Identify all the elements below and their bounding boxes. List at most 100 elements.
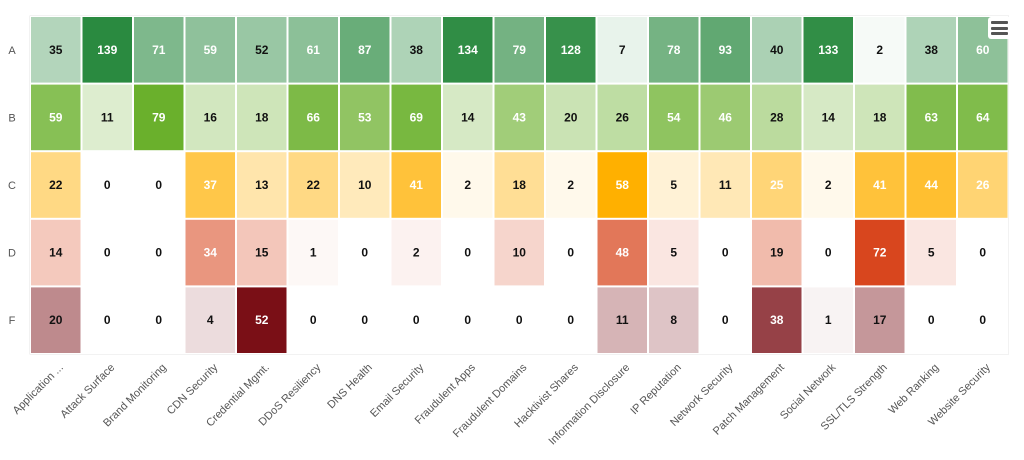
heatmap-cell[interactable] (596, 286, 648, 354)
heatmap-cell[interactable] (751, 151, 803, 219)
heatmap-cell[interactable] (133, 151, 185, 219)
heatmap-cell[interactable] (905, 218, 957, 287)
heatmap-cell[interactable] (905, 151, 957, 219)
heatmap-cell[interactable] (184, 16, 236, 84)
heatmap-cell[interactable] (442, 286, 494, 354)
heatmap-cell[interactable] (596, 83, 648, 152)
heatmap-cell[interactable] (699, 16, 751, 84)
heatmap-cell[interactable] (699, 286, 751, 354)
heatmap-cell[interactable] (390, 151, 442, 219)
heatmap-cell[interactable] (648, 83, 700, 152)
heatmap-cell[interactable] (802, 16, 854, 84)
heatmap-cell[interactable] (30, 286, 82, 354)
heatmap-cell[interactable] (751, 16, 803, 84)
heatmap-cell[interactable] (905, 286, 957, 354)
heatmap-cell[interactable] (802, 218, 854, 287)
heatmap-cell[interactable] (545, 286, 597, 354)
heatmap-cell[interactable] (133, 286, 185, 354)
heatmap-cell[interactable] (545, 218, 597, 287)
heatmap-cell[interactable] (236, 83, 288, 152)
heatmap-cell[interactable] (596, 16, 648, 84)
heatmap-cell[interactable] (699, 151, 751, 219)
heatmap-cell[interactable] (339, 151, 391, 219)
heatmap-cell[interactable] (81, 16, 133, 84)
heatmap-cell[interactable] (287, 286, 339, 354)
heatmap-cell[interactable] (287, 83, 339, 152)
heatmap-cell[interactable] (545, 83, 597, 152)
heatmap-cell[interactable] (390, 286, 442, 354)
heatmap-cell[interactable] (184, 286, 236, 354)
heatmap-cell[interactable] (236, 151, 288, 219)
heatmap-cell[interactable] (854, 16, 906, 84)
heatmap-cell[interactable] (184, 83, 236, 152)
heatmap-cell[interactable] (287, 16, 339, 84)
cell-value-label: 19 (770, 246, 784, 260)
cell-value-label: 78 (667, 43, 681, 57)
heatmap-cell[interactable] (442, 218, 494, 287)
heatmap-cell[interactable] (648, 218, 700, 287)
hamburger-menu-icon[interactable] (988, 17, 1012, 39)
heatmap-cell[interactable] (287, 151, 339, 219)
heatmap-cell[interactable] (699, 83, 751, 152)
heatmap-cell[interactable] (236, 286, 288, 354)
heatmap-cell[interactable] (133, 218, 185, 287)
heatmap-cell[interactable] (545, 16, 597, 84)
heatmap-cell[interactable] (390, 218, 442, 287)
heatmap-cell[interactable] (648, 151, 700, 219)
heatmap-cell[interactable] (751, 286, 803, 354)
heatmap-cell[interactable] (30, 218, 82, 287)
heatmap-cell[interactable] (493, 218, 545, 287)
heatmap-cell[interactable] (339, 218, 391, 287)
cell-value-label: 38 (410, 43, 424, 57)
heatmap-cell[interactable] (81, 83, 133, 152)
heatmap-cell[interactable] (854, 286, 906, 354)
heatmap-cell[interactable] (957, 286, 1009, 354)
heatmap-cell[interactable] (493, 16, 545, 84)
heatmap-cell[interactable] (957, 151, 1009, 219)
heatmap-cell[interactable] (802, 286, 854, 354)
heatmap-cell[interactable] (236, 218, 288, 287)
heatmap-cell[interactable] (81, 286, 133, 354)
heatmap-cell[interactable] (905, 83, 957, 152)
heatmap-cell[interactable] (236, 16, 288, 84)
heatmap-cell[interactable] (30, 151, 82, 219)
heatmap-cell[interactable] (133, 16, 185, 84)
heatmap-cell[interactable] (493, 286, 545, 354)
heatmap-cell[interactable] (854, 218, 906, 287)
cell-value-label: 0 (104, 178, 111, 192)
heatmap-cell[interactable] (854, 83, 906, 152)
heatmap-cell[interactable] (390, 83, 442, 152)
heatmap-cell[interactable] (184, 151, 236, 219)
heatmap-cell[interactable] (81, 218, 133, 287)
heatmap-cell[interactable] (802, 83, 854, 152)
heatmap-cell[interactable] (699, 218, 751, 287)
heatmap-cell[interactable] (30, 16, 82, 84)
heatmap-cell[interactable] (648, 16, 700, 84)
heatmap-cell[interactable] (442, 16, 494, 84)
heatmap-cell[interactable] (648, 286, 700, 354)
heatmap-cell[interactable] (30, 83, 82, 152)
heatmap-cell[interactable] (802, 151, 854, 219)
heatmap-cell[interactable] (751, 218, 803, 287)
cell-value-label: 25 (770, 178, 784, 192)
heatmap-cell[interactable] (596, 218, 648, 287)
heatmap-cell[interactable] (854, 151, 906, 219)
heatmap-cell[interactable] (287, 218, 339, 287)
heatmap-cell[interactable] (596, 151, 648, 219)
heatmap-cell[interactable] (133, 83, 185, 152)
heatmap-cell[interactable] (493, 151, 545, 219)
heatmap-cell[interactable] (339, 83, 391, 152)
heatmap-cell[interactable] (751, 83, 803, 152)
heatmap-cell[interactable] (545, 151, 597, 219)
heatmap-cell[interactable] (339, 16, 391, 84)
heatmap-cell[interactable] (957, 218, 1009, 287)
heatmap-cell[interactable] (81, 151, 133, 219)
heatmap-cell[interactable] (184, 218, 236, 287)
heatmap-cell[interactable] (442, 151, 494, 219)
heatmap-cell[interactable] (905, 16, 957, 84)
heatmap-cell[interactable] (442, 83, 494, 152)
heatmap-cell[interactable] (390, 16, 442, 84)
heatmap-cell[interactable] (493, 83, 545, 152)
heatmap-cell[interactable] (339, 286, 391, 354)
heatmap-cell[interactable] (957, 83, 1009, 152)
